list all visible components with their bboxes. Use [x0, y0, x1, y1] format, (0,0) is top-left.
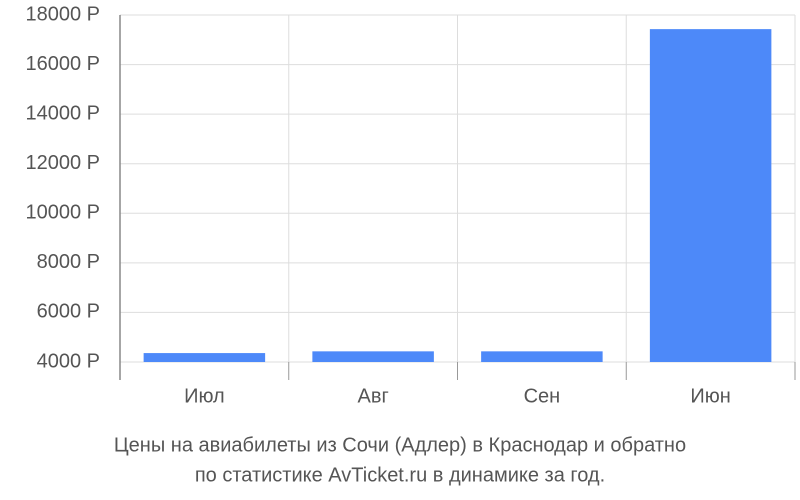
- y-tick-label: 4000 Р: [37, 350, 100, 372]
- x-tick-label: Авг: [357, 385, 388, 407]
- bar: [649, 29, 772, 362]
- x-tick-label: Июн: [690, 385, 730, 407]
- y-tick-label: 14000 Р: [25, 102, 100, 124]
- y-tick-label: 16000 Р: [25, 53, 100, 75]
- x-tick-label: Июл: [184, 385, 225, 407]
- y-tick-label: 6000 Р: [37, 301, 100, 323]
- y-tick-label: 18000 Р: [25, 3, 100, 25]
- bar: [312, 351, 434, 362]
- bar: [143, 353, 266, 362]
- x-tick-label: Сен: [524, 385, 561, 407]
- y-tick-label: 10000 Р: [25, 202, 100, 224]
- chart-title: Цены на авиабилеты из Сочи (Адлер) в Кра…: [114, 434, 686, 456]
- bar: [481, 351, 603, 362]
- chart-title: по статистике AvTicket.ru в динамике за …: [195, 464, 605, 486]
- y-tick-label: 8000 Р: [37, 251, 100, 273]
- y-tick-label: 12000 Р: [25, 152, 100, 174]
